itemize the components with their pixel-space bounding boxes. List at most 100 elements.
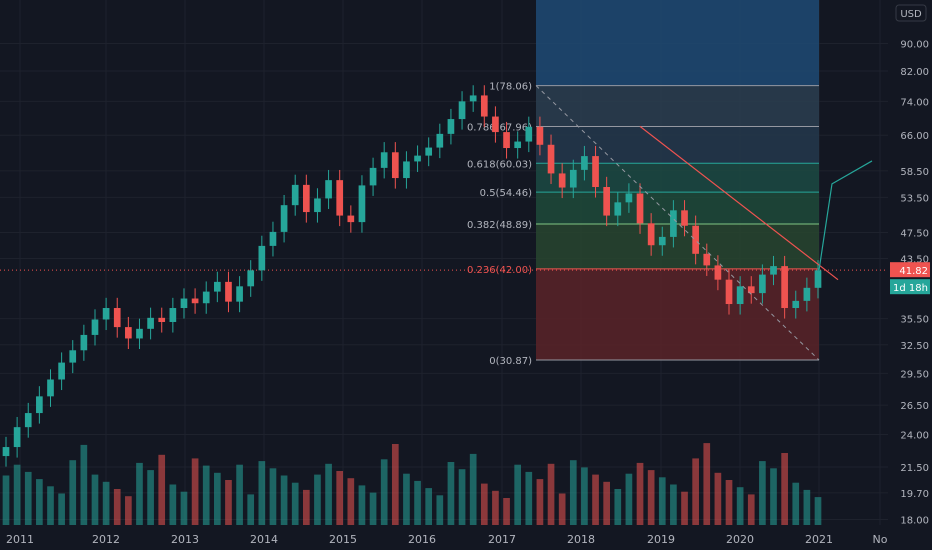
candle[interactable] [69, 350, 77, 363]
candle[interactable] [147, 317, 154, 329]
candle[interactable] [569, 169, 577, 188]
candle[interactable] [803, 287, 811, 301]
volume-bar [792, 482, 800, 525]
volume-bar [214, 472, 221, 525]
candle[interactable] [58, 362, 65, 380]
candle[interactable] [425, 147, 433, 156]
x-tick-label: 2016 [408, 533, 436, 546]
candle[interactable] [736, 286, 744, 305]
volume-bar [492, 490, 499, 525]
candle[interactable] [447, 119, 455, 134]
candle[interactable] [658, 236, 666, 246]
downtrend-line[interactable] [639, 125, 839, 281]
time-axis [0, 527, 888, 550]
candle[interactable] [614, 202, 622, 216]
candle[interactable] [325, 180, 332, 199]
candle[interactable] [581, 156, 588, 170]
candle[interactable] [380, 152, 388, 168]
projection-path[interactable] [818, 160, 873, 271]
candle[interactable] [414, 155, 421, 162]
candle[interactable] [781, 266, 788, 309]
volume-bar [91, 474, 99, 525]
candle[interactable] [403, 161, 410, 179]
candle[interactable] [492, 116, 499, 133]
candle[interactable] [247, 270, 255, 287]
candle[interactable] [113, 308, 121, 328]
x-tick-label: 2014 [250, 533, 278, 546]
candle[interactable] [347, 215, 355, 223]
candle[interactable] [692, 225, 699, 254]
candle[interactable] [302, 184, 310, 213]
candle[interactable] [547, 144, 555, 174]
candle[interactable] [514, 141, 522, 149]
y-tick-label: 35.50 [900, 315, 929, 326]
candle[interactable] [681, 210, 688, 226]
candle[interactable] [36, 396, 43, 414]
y-tick-label: 21.50 [900, 463, 929, 474]
candle[interactable] [647, 223, 655, 246]
candle[interactable] [191, 298, 199, 304]
volume-bar [347, 478, 355, 525]
candle[interactable] [603, 187, 610, 216]
volume-bar [369, 492, 377, 525]
candle[interactable] [24, 413, 32, 428]
candle[interactable] [814, 270, 822, 288]
candle[interactable] [469, 95, 477, 102]
volume-bar [480, 483, 488, 525]
currency-badge[interactable] [895, 4, 927, 22]
candle[interactable] [759, 274, 766, 294]
candle[interactable] [169, 308, 177, 323]
candle[interactable] [592, 156, 599, 188]
candle[interactable] [792, 300, 800, 309]
candle[interactable] [125, 327, 132, 339]
candle[interactable] [714, 265, 722, 280]
candle[interactable] [280, 205, 288, 232]
candle[interactable] [291, 184, 299, 206]
candle[interactable] [725, 279, 733, 305]
candle[interactable] [47, 379, 54, 397]
volume-bar [670, 484, 677, 525]
y-tick-label: 90.00 [900, 39, 929, 50]
candle[interactable] [636, 193, 644, 224]
candle[interactable] [269, 231, 277, 246]
candle[interactable] [258, 245, 266, 271]
candle[interactable] [136, 328, 143, 339]
candle[interactable] [2, 447, 10, 457]
fib-zone [536, 163, 819, 193]
volume-bar [425, 488, 433, 525]
candle[interactable] [236, 286, 243, 302]
candle[interactable] [158, 317, 166, 323]
candle[interactable] [336, 180, 344, 216]
candle[interactable] [214, 281, 221, 292]
candle[interactable] [102, 308, 110, 320]
y-tick-label: 29.50 [900, 369, 929, 380]
x-tick-label: 2018 [567, 533, 595, 546]
candle[interactable] [558, 173, 566, 188]
candle[interactable] [747, 286, 755, 294]
candle[interactable] [703, 253, 711, 266]
y-tick-label: 24.00 [900, 430, 929, 441]
candle[interactable] [358, 185, 366, 223]
candle[interactable] [436, 133, 444, 148]
candle[interactable] [180, 298, 188, 309]
candle[interactable] [369, 167, 377, 186]
candle[interactable] [80, 334, 88, 351]
candle[interactable] [770, 266, 777, 275]
candle[interactable] [625, 193, 633, 203]
candle[interactable] [202, 291, 210, 304]
candle[interactable] [503, 132, 510, 149]
candle[interactable] [314, 198, 321, 213]
candle[interactable] [391, 152, 399, 179]
volume-bar [681, 491, 688, 525]
candle[interactable] [670, 210, 677, 237]
volume-bar [569, 460, 577, 525]
candle[interactable] [91, 319, 99, 335]
fib-zone [536, 268, 819, 360]
candle[interactable] [536, 126, 544, 145]
candle[interactable] [13, 427, 21, 448]
candle[interactable] [458, 101, 466, 120]
candle[interactable] [525, 126, 533, 142]
candle[interactable] [225, 281, 232, 302]
candle[interactable] [480, 95, 488, 117]
